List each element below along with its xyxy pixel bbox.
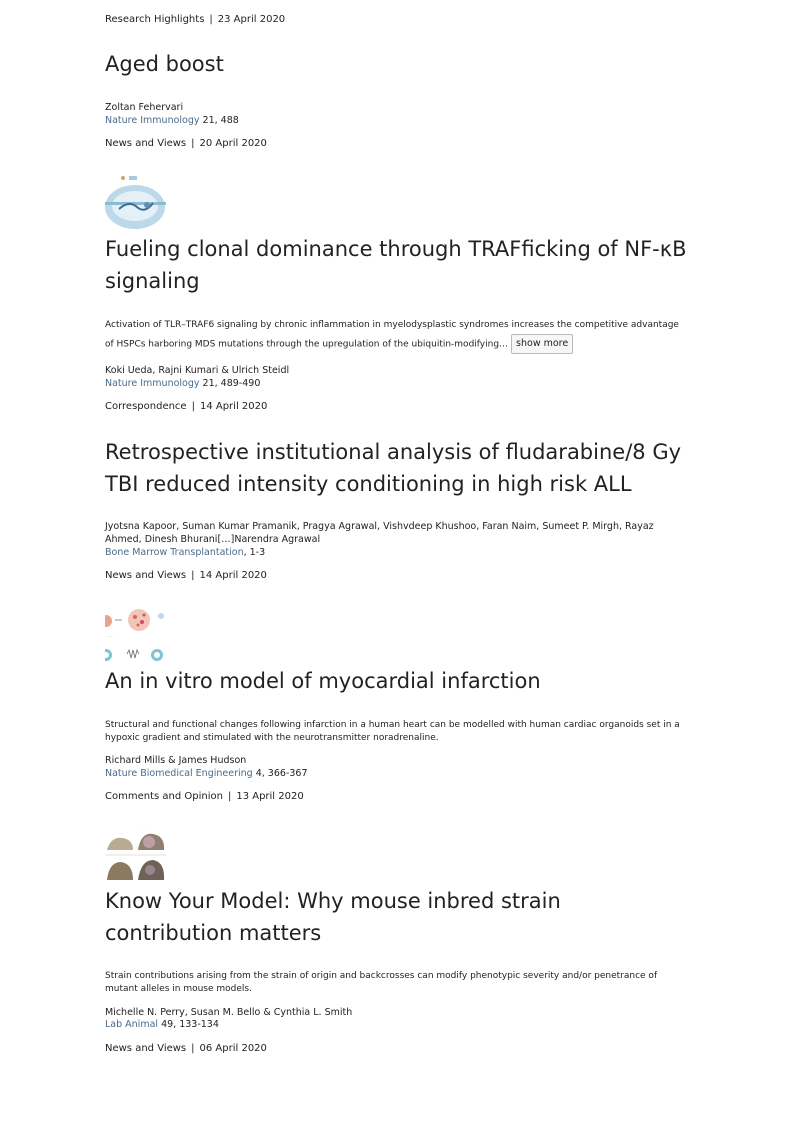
article-type: Comments and Opinion: [105, 791, 223, 802]
article-title[interactable]: Aged boost: [105, 52, 224, 76]
article-title[interactable]: An in vitro model of myocardial infarcti…: [105, 669, 541, 693]
article-summary: Strain contributions arising from the st…: [105, 971, 658, 994]
meta-separator: |: [191, 401, 195, 412]
meta-separator: |: [209, 14, 213, 25]
article-date: 14 April 2020: [199, 401, 268, 412]
meta-separator: |: [191, 570, 195, 581]
article-thumbnail-image[interactable]: .....: [105, 606, 166, 663]
article-summary: Activation of TLR–TRAF6 signaling by chr…: [105, 316, 685, 354]
journal-link[interactable]: Bone Marrow Transplantation: [105, 547, 244, 558]
article-thumbnail-image[interactable]: [105, 174, 166, 231]
article-authors: Michelle N. Perry, Susan M. Bello & Cynt…: [105, 1007, 353, 1018]
article-summary: Structural and functional changes follow…: [105, 720, 680, 743]
article-meta: News and Views | 06 April 2020: [105, 1043, 267, 1054]
journal-citation: 49, 133-134: [161, 1019, 219, 1030]
article-title[interactable]: Retrospective institutional analysis of …: [105, 440, 682, 496]
article-date: 23 April 2020: [217, 14, 286, 25]
article-type: Correspondence: [105, 401, 187, 412]
meta-separator: |: [227, 791, 232, 802]
article-journal: Nature Immunology 21, 489-490: [105, 378, 260, 389]
article-meta: News and Views | 14 April 2020: [105, 570, 267, 581]
journal-link[interactable]: Nature Immunology: [105, 378, 200, 389]
article-thumbnail-image[interactable]: . . .: [105, 826, 166, 883]
journal-citation: 4, 366-367: [255, 768, 308, 779]
article-meta: Research Highlights | 23 April 2020: [105, 14, 285, 25]
article-journal: Bone Marrow Transplantation, 1-3: [105, 547, 265, 558]
article-type: News and Views: [105, 570, 187, 581]
article-type: News and Views: [105, 138, 187, 149]
article-journal: Nature Immunology 21, 488: [105, 115, 239, 126]
article-date: 20 April 2020: [199, 138, 267, 149]
svg-text:.....: .....: [108, 634, 113, 638]
svg-text:. . .: . . .: [143, 828, 148, 832]
journal-citation: , 1-3: [243, 547, 266, 558]
article-authors: Jyotsna Kapoor, Suman Kumar Pramanik, Pr…: [105, 521, 654, 545]
journal-link[interactable]: Lab Animal: [105, 1019, 159, 1030]
article-authors: Koki Ueda, Rajni Kumari & Ulrich Steidl: [105, 365, 290, 376]
meta-separator: |: [191, 138, 195, 149]
article-type: News and Views: [105, 1043, 187, 1054]
article-meta: News and Views | 20 April 2020: [105, 138, 267, 149]
journal-link[interactable]: Nature Immunology: [105, 115, 200, 126]
article-meta: Correspondence | 14 April 2020: [105, 401, 267, 412]
article-type: Research Highlights: [105, 14, 205, 25]
article-date: 14 April 2020: [199, 570, 267, 581]
article-authors: Zoltan Fehervari: [105, 102, 184, 113]
article-summary-text: Activation of TLR–TRAF6 signaling by chr…: [105, 320, 679, 350]
show-more-button[interactable]: show more: [511, 334, 574, 354]
journal-citation: 21, 489-490: [202, 378, 261, 389]
article-date: 13 April 2020: [236, 791, 304, 802]
article-journal: Nature Biomedical Engineering 4, 366-367: [105, 768, 308, 779]
journal-citation: 21, 488: [202, 115, 239, 126]
journal-link[interactable]: Nature Biomedical Engineering: [105, 768, 253, 779]
article-title[interactable]: Fueling clonal dominance through TRAFfic…: [105, 237, 687, 293]
article-journal: Lab Animal 49, 133-134: [105, 1019, 219, 1030]
article-authors: Richard Mills & James Hudson: [105, 755, 247, 766]
article-date: 06 April 2020: [199, 1043, 267, 1054]
article-meta: Comments and Opinion | 13 April 2020: [105, 791, 304, 802]
meta-separator: |: [191, 1043, 195, 1054]
article-title[interactable]: Know Your Model: Why mouse inbred strain…: [105, 889, 561, 945]
